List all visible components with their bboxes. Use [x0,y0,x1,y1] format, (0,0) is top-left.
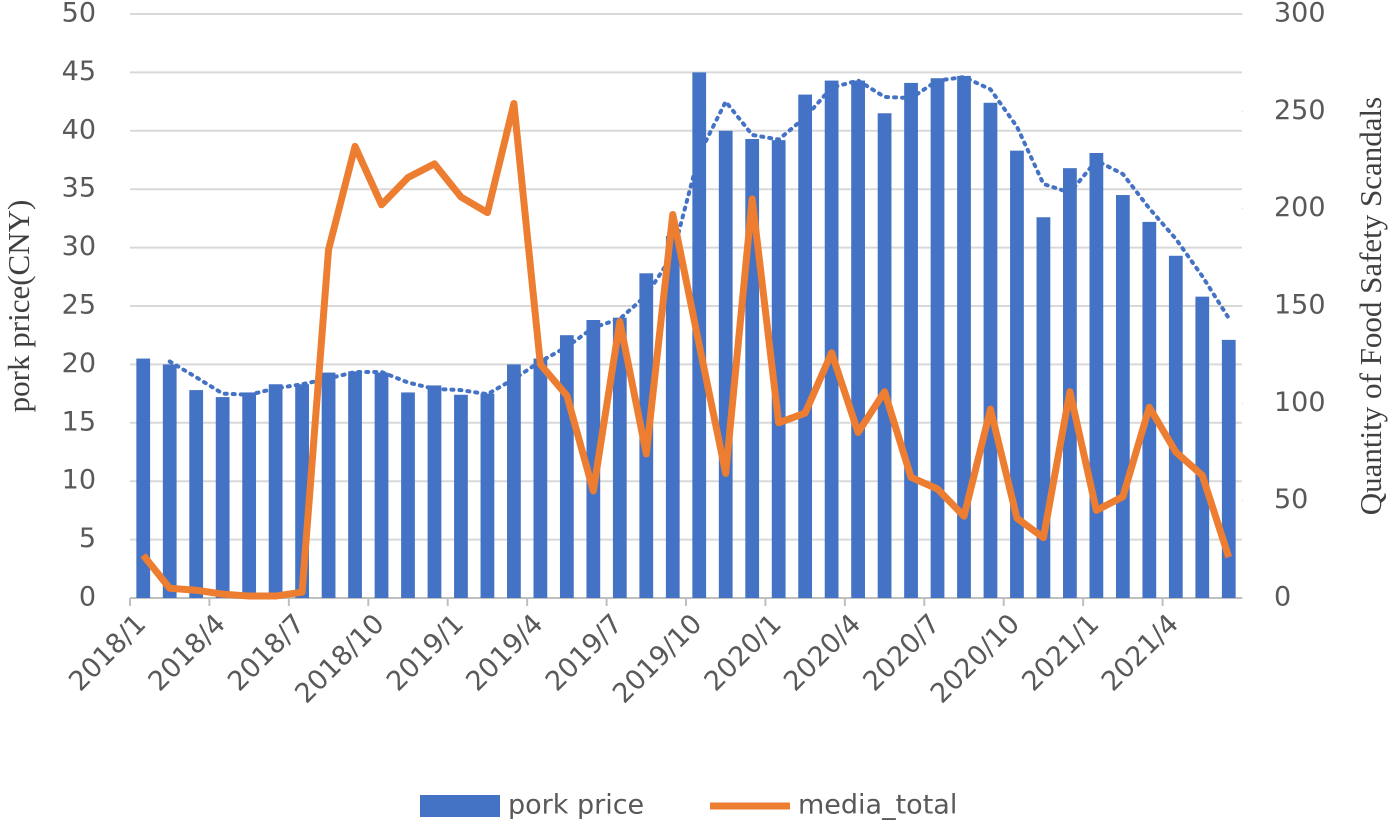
bar [533,358,548,598]
bar [162,364,177,598]
bar [374,372,389,598]
y-tick-label: 40 [62,114,96,145]
bar [1195,296,1210,598]
x-tick-label: 2020/4 [778,608,867,697]
x-tick-label: 2018/4 [143,608,232,697]
bar [454,394,468,598]
x-tick-label: 2019/10 [607,608,708,709]
line-series [140,100,1233,600]
y-tick-label: 10 [62,465,96,496]
bar [401,392,415,598]
x-tick-label: 2021/1 [1016,608,1105,697]
y2-tick-label: 50 [1274,484,1308,515]
y-tick-label: 35 [62,173,96,204]
bar [877,113,892,598]
bar [771,140,786,599]
bar [1063,168,1077,598]
legend-swatch [420,795,500,817]
y-tick-label: 5 [79,523,96,554]
bar [1221,339,1236,598]
bar [904,82,918,599]
bar [1168,255,1183,598]
bar [348,371,362,598]
bar [321,372,336,598]
bar [957,75,971,599]
x-tick-label: 2018/1 [63,608,152,697]
y-tick-label: 50 [62,0,96,29]
y2-tick-label: 300 [1274,0,1326,29]
x-tick-label: 2019/4 [460,608,549,697]
x-tick-label: 2019/1 [381,608,470,697]
bar [242,392,257,598]
y-tick-label: 45 [62,56,96,87]
y-tick-label: 15 [62,406,96,437]
bar [507,364,521,598]
bar [798,94,813,598]
bar [136,358,151,598]
y2-tick-label: 150 [1274,290,1326,321]
y-tick-label: 0 [79,582,96,613]
x-tick-label: 2020/1 [699,608,788,697]
bar [1115,195,1130,599]
y-tick-label: 30 [62,231,96,262]
y2-tick-label: 200 [1274,192,1326,223]
bar [586,320,601,598]
y2-tick-label: 0 [1274,582,1291,613]
bar [983,102,998,598]
y-tick-label: 25 [62,290,96,321]
y-axis-title: pork price(CNY) [1,200,36,413]
x-tick-label: 2020/10 [925,608,1026,709]
bar [189,390,204,598]
bar [559,335,574,598]
bar [1010,150,1024,598]
trendline [167,75,1231,397]
bar [612,317,627,598]
bar [480,393,495,598]
bar [1089,152,1104,598]
bar [851,80,865,599]
legend-label: pork price [508,790,644,821]
x-tick-label: 2021/4 [1096,608,1185,697]
y2-tick-label: 100 [1274,387,1326,418]
y2-axis-title: Quantity of Food Safety Scandals [1353,97,1388,515]
bar [824,80,839,599]
bar [930,78,945,599]
bar [427,385,442,598]
bar [268,384,283,598]
y2-tick-label: 250 [1274,95,1326,126]
bar [718,130,733,599]
bar [665,235,680,599]
legend-label: media_total [798,790,957,821]
y-tick-label: 20 [62,348,96,379]
x-tick-label: 2018/10 [289,608,390,709]
bar [215,397,230,598]
